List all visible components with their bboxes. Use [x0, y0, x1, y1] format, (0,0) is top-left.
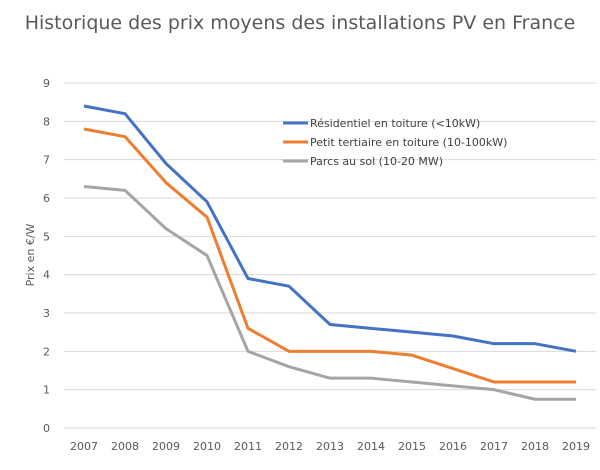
y-tick-label: 0 — [43, 422, 50, 435]
y-tick-label: 2 — [43, 345, 50, 358]
y-tick-label: 1 — [43, 384, 50, 397]
x-tick-label: 2019 — [562, 440, 590, 453]
x-tick-label: 2018 — [521, 440, 549, 453]
x-tick-label: 2009 — [152, 440, 180, 453]
x-tick-label: 2017 — [480, 440, 508, 453]
y-tick-label: 3 — [43, 307, 50, 320]
chart-title: Historique des prix moyens des installat… — [24, 12, 576, 34]
legend-entry: Petit tertiaire en toiture (10-100kW) — [310, 136, 507, 149]
y-tick-label: 9 — [43, 77, 50, 90]
x-tick-label: 2011 — [234, 440, 262, 453]
y-axis-label: Prix en €/W — [24, 223, 37, 286]
series-line-3 — [83, 185, 576, 401]
series-line-1 — [83, 104, 577, 353]
x-tick-label: 2008 — [111, 440, 139, 453]
series-line-2 — [83, 127, 576, 384]
x-tick-label: 2014 — [357, 440, 385, 453]
x-tick-label: 2012 — [275, 440, 303, 453]
y-tick-label: 5 — [43, 230, 50, 243]
y-tick-label: 8 — [43, 115, 50, 128]
y-tick-label: 6 — [43, 192, 50, 205]
x-tick-label: 2016 — [439, 440, 467, 453]
x-tick-label: 2007 — [70, 440, 98, 453]
legend-entry: Parcs au sol (10-20 MW) — [310, 155, 443, 168]
y-tick-label: 7 — [43, 154, 50, 167]
legend-entry: Résidentiel en toiture (<10kW) — [310, 117, 480, 130]
x-tick-label: 2013 — [316, 440, 344, 453]
y-tick-label: 4 — [43, 269, 50, 282]
x-tick-label: 2015 — [398, 440, 426, 453]
x-tick-label: 2010 — [193, 440, 221, 453]
